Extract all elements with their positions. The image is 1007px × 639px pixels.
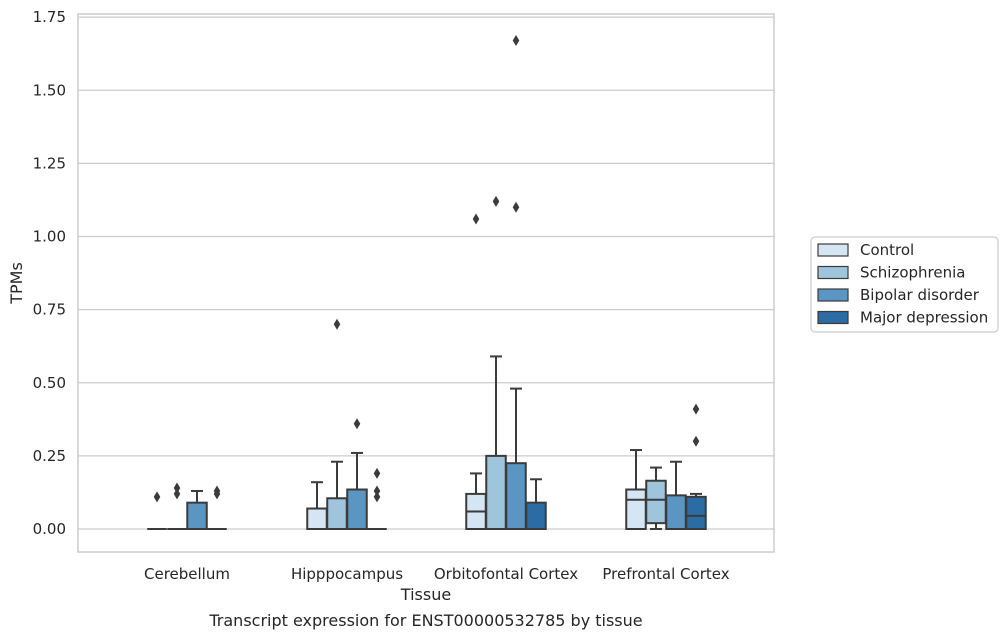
- legend-label: Major depression: [860, 309, 988, 327]
- box: [306, 481, 328, 530]
- outlier-point: [373, 491, 381, 503]
- y-tick-label: 1.25: [33, 154, 66, 172]
- box-rect: [326, 497, 348, 531]
- box: [625, 449, 647, 531]
- outlier-point: [512, 35, 520, 47]
- series-major-depression: [207, 403, 707, 531]
- box-rect: [485, 454, 507, 530]
- y-axis-label: TPMs: [7, 262, 26, 305]
- legend-frame: [810, 236, 999, 333]
- box: [645, 466, 667, 530]
- gridlines: [78, 16, 774, 530]
- x-tick-label: Hipppocampus: [291, 565, 403, 583]
- box: [186, 489, 208, 530]
- box-rect: [505, 462, 527, 530]
- plot-frame: [77, 13, 775, 553]
- box-rect: [186, 501, 208, 530]
- outlier-point: [153, 491, 161, 503]
- legend-swatch: [817, 288, 849, 302]
- chart-caption: Transcript expression for ENST0000053278…: [208, 611, 642, 630]
- x-tick-label: Orbitofontal Cortex: [434, 565, 578, 583]
- y-tick-label: 0.25: [33, 447, 66, 465]
- box-rect: [625, 488, 647, 531]
- box: [505, 35, 527, 530]
- box: [465, 213, 487, 530]
- box: [167, 482, 187, 530]
- outlier-point: [353, 418, 361, 430]
- legend-label: Bipolar disorder: [860, 286, 980, 304]
- box: [367, 467, 387, 530]
- outlier-point: [213, 485, 221, 497]
- series-control: [147, 213, 647, 531]
- outlier-point: [373, 467, 381, 479]
- box-series: [147, 35, 707, 531]
- series-schizophrenia: [167, 195, 667, 531]
- outlier-point: [173, 488, 181, 500]
- y-tick-label: 1.50: [33, 81, 66, 99]
- box-rect: [525, 501, 547, 530]
- outlier-point: [333, 318, 341, 330]
- outlier-point: [692, 435, 700, 447]
- box: [326, 318, 348, 531]
- legend-swatch: [817, 265, 849, 280]
- box-rect: [665, 494, 687, 530]
- box: [346, 418, 368, 531]
- outlier-point: [173, 482, 181, 494]
- y-tick-label: 0.75: [33, 301, 66, 319]
- x-tick-label: Prefrontal Cortex: [602, 565, 729, 583]
- box-rect: [685, 495, 707, 531]
- box: [485, 195, 507, 530]
- outlier-point: [472, 213, 480, 225]
- box: [207, 485, 227, 530]
- box: [685, 403, 707, 531]
- box: [665, 460, 687, 530]
- x-tick-label: Cerebellum: [144, 565, 230, 583]
- box: [147, 491, 167, 530]
- x-axis-ticks: Cerebellum Hipppocampus Orbitofontal Corte…: [144, 565, 730, 583]
- legend-label: Schizophrenia: [860, 264, 965, 282]
- series-bipolar-disorder: [186, 35, 687, 531]
- box-rect: [306, 507, 328, 530]
- x-axis-label: Tissue: [400, 585, 451, 604]
- outlier-point: [373, 485, 381, 497]
- outlier-point: [492, 195, 500, 207]
- y-tick-label: 1.00: [33, 228, 66, 246]
- outlier-point: [512, 201, 520, 213]
- legend-label: Control: [860, 241, 914, 259]
- legend-swatch: [817, 310, 849, 325]
- y-tick-label: 0.00: [33, 520, 66, 538]
- box: [525, 478, 547, 530]
- legend-swatch: [817, 243, 849, 257]
- outlier-point: [692, 403, 700, 415]
- legend: Control Schizophrenia Bipolar disorder Majo…: [810, 236, 999, 333]
- box-rect: [645, 479, 667, 525]
- y-tick-label: 0.50: [33, 374, 66, 392]
- y-axis-ticks: 0.00 0.25 0.50 0.75 1.00 1.25 1.50 1.75: [33, 8, 66, 538]
- y-tick-label: 1.75: [33, 8, 66, 26]
- box-rect: [346, 488, 368, 531]
